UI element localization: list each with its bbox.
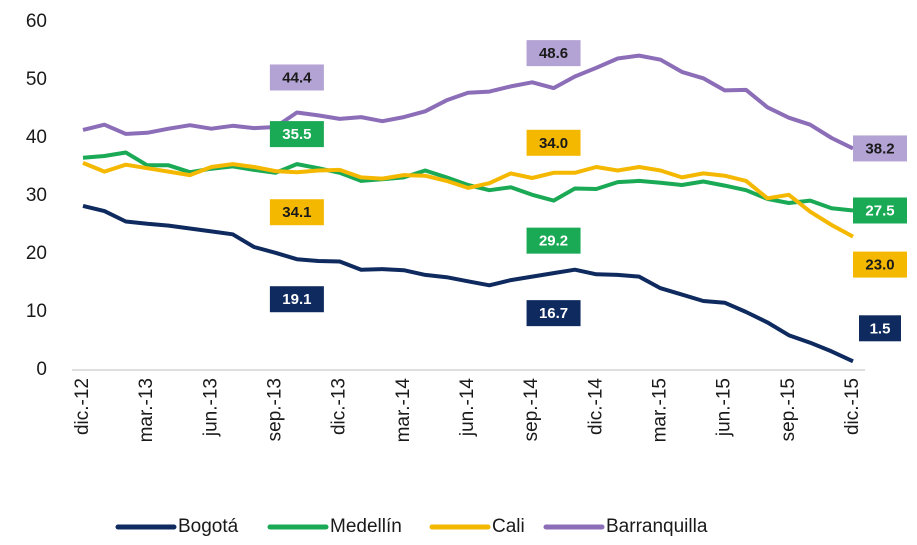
x-tick-label: mar.-14 <box>393 378 414 443</box>
data-label-box <box>269 64 324 91</box>
data-label-box <box>853 251 907 278</box>
data-label: 38.2 <box>853 135 907 162</box>
data-label-box <box>853 135 907 162</box>
data-label: 34.0 <box>526 129 581 156</box>
x-tick-label: sep.-14 <box>521 378 542 442</box>
x-tick-label: jun.-14 <box>457 378 478 438</box>
x-tick-label: dic.-13 <box>329 378 350 435</box>
data-label-text: 34.1 <box>282 204 311 221</box>
data-label-text: 27.5 <box>865 202 894 219</box>
data-label-text: 44.4 <box>282 69 312 86</box>
data-label: 27.5 <box>853 197 907 224</box>
data-label: 19.1 <box>269 286 324 313</box>
data-label-text: 34.0 <box>539 135 568 152</box>
data-label: 23.0 <box>853 251 907 278</box>
data-label-box <box>526 129 581 156</box>
data-label-box <box>526 300 581 327</box>
data-label-text: 19.1 <box>282 291 311 308</box>
x-tick-label: dic.-12 <box>72 378 93 435</box>
data-label-text: 23.0 <box>865 257 894 274</box>
data-label-text: 29.2 <box>539 233 568 250</box>
data-label: 48.6 <box>526 40 581 67</box>
series-line <box>82 53 854 151</box>
x-tick-label: sep.-15 <box>778 378 799 441</box>
series-line <box>82 161 854 239</box>
x-tick-label: jun.-13 <box>200 378 221 437</box>
x-tick-label: jun.-15 <box>714 378 735 437</box>
y-tick-label: 30 <box>26 185 47 206</box>
series-line <box>82 150 854 213</box>
y-tick-label: 60 <box>26 11 47 32</box>
data-label-text: 16.7 <box>539 305 568 322</box>
data-label-box <box>269 199 324 226</box>
data-label: 35.5 <box>269 121 324 148</box>
legend-label: Medellín <box>330 516 402 537</box>
x-tick-label: sep.-13 <box>265 378 286 441</box>
legend-label: Cali <box>492 516 525 537</box>
data-label-box <box>269 121 324 148</box>
legend-label: Barranquilla <box>606 516 708 537</box>
data-label: 1.5 <box>859 315 901 342</box>
y-tick-label: 10 <box>26 301 47 322</box>
data-label-text: 48.6 <box>539 45 568 62</box>
data-label-box <box>526 40 581 67</box>
y-tick-label: 0 <box>36 359 47 380</box>
data-label: 29.2 <box>526 227 581 254</box>
data-label-box <box>859 315 901 342</box>
data-label-box <box>269 286 324 313</box>
data-label-text: 35.5 <box>282 126 311 143</box>
y-tick-label: 40 <box>26 127 47 148</box>
data-label: 44.4 <box>269 64 324 91</box>
data-label: 34.1 <box>269 199 324 226</box>
legend-label: Bogotá <box>178 516 239 537</box>
data-label-text: 38.2 <box>865 140 894 157</box>
y-tick-label: 50 <box>26 69 47 90</box>
data-label-box <box>853 197 907 224</box>
x-tick-label: mar.-15 <box>650 378 671 442</box>
series-line <box>82 203 854 364</box>
data-label-box <box>526 227 581 254</box>
x-tick-label: dic.-15 <box>842 378 863 435</box>
data-label: 16.7 <box>526 300 581 327</box>
data-label-text: 1.5 <box>870 320 891 337</box>
y-tick-label: 20 <box>26 243 47 264</box>
x-tick-label: mar.-13 <box>136 378 157 442</box>
x-tick-label: dic.-14 <box>585 378 606 435</box>
